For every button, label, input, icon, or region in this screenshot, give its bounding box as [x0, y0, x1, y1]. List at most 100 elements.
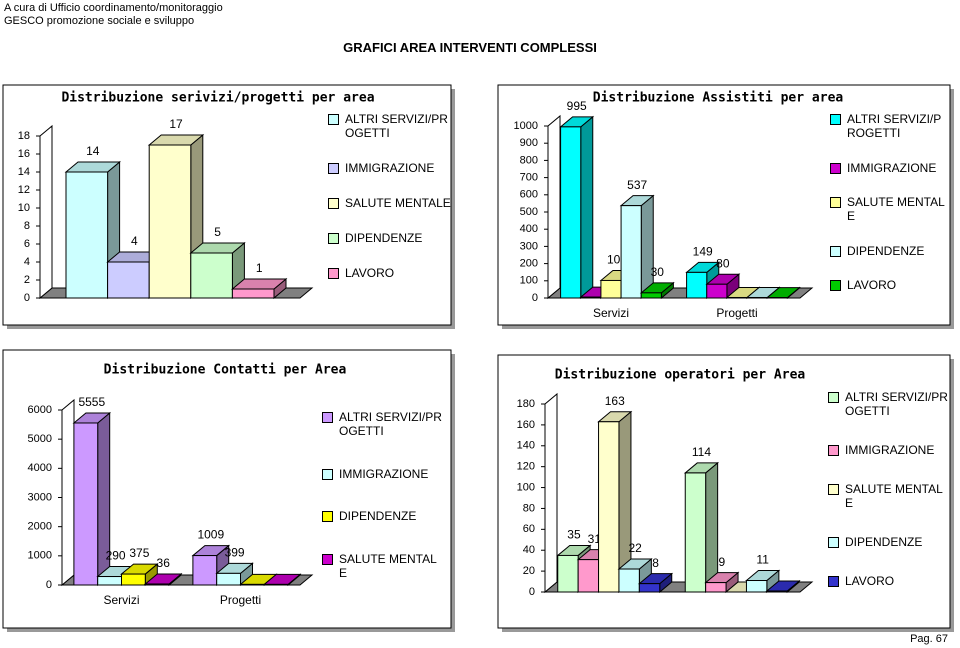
legend-swatch [328, 163, 339, 174]
bar-front [97, 576, 122, 586]
data-label: 114 [692, 445, 711, 459]
legend-item: SALUTE MENTALE [328, 196, 453, 210]
y-tick-label: 100 [517, 481, 535, 493]
legend-item: LAVORO [830, 278, 948, 292]
bar-front [686, 271, 708, 299]
bar [639, 281, 675, 300]
y-tick-label: 800 [520, 154, 538, 166]
y-tick-label: 0 [532, 292, 538, 304]
y-tick-label: 60 [523, 523, 535, 535]
y-tick-label: 10 [18, 202, 30, 214]
legend-item: ALTRI SERVIZI/PROGETTI [328, 112, 453, 140]
back-wall [39, 124, 53, 300]
bar [120, 562, 159, 587]
bar-front [73, 422, 99, 586]
legend-item: ALTRI SERVIZI/PROGETTI [830, 112, 948, 140]
y-tick-label: 160 [517, 419, 535, 431]
y-tick-label: 0 [529, 586, 535, 598]
bar-front [240, 583, 265, 586]
legend-swatch [322, 412, 333, 423]
chart-title: Distribuzione serivizi/progetti per area [61, 91, 374, 106]
legend-label: ALTRI SERVIZI/PROGETTI [845, 390, 948, 418]
legend-item: SALUTE MENTALE [830, 195, 948, 223]
y-tick-label: 900 [520, 137, 538, 149]
legend-item: LAVORO [828, 574, 950, 588]
y-tick-label: 180 [517, 398, 535, 410]
legend-swatch [830, 114, 841, 125]
bar-front [216, 572, 241, 586]
bar-side [640, 194, 654, 300]
bar-front [618, 568, 640, 593]
legend-swatch [328, 233, 339, 244]
legend-item: IMMIGRAZIONE [830, 161, 948, 175]
bar [143, 572, 183, 587]
header-line: GESCO promozione sociale e sviluppo [4, 15, 195, 27]
bar-front [706, 283, 728, 299]
data-label: 22 [628, 541, 642, 555]
data-label: 995 [567, 99, 587, 113]
bar [215, 562, 254, 587]
legend-swatch [828, 445, 839, 456]
y-tick-label: 700 [520, 172, 538, 184]
data-label: 149 [693, 245, 713, 259]
bar-front [107, 261, 150, 299]
bar-front [263, 583, 289, 586]
legend-swatch [328, 268, 339, 279]
data-label: 17 [169, 117, 183, 131]
legend-label: LAVORO [845, 574, 895, 588]
y-tick-label: 14 [18, 166, 30, 178]
legend-label: ALTRI SERVIZI/PROGETTI [339, 410, 442, 438]
data-label: 1009 [197, 528, 224, 542]
bar [559, 115, 595, 300]
category-label: Progetti [220, 593, 261, 607]
bar-front [121, 573, 146, 586]
y-tick-label: 8 [24, 220, 30, 232]
legend-item: SALUTE MENTALE [322, 552, 442, 580]
legend-label: LAVORO [345, 266, 395, 280]
legend-label: DIPENDENZE [345, 231, 423, 245]
data-label: 4 [131, 234, 138, 248]
bar-front [577, 559, 600, 593]
data-label: 290 [106, 549, 126, 563]
legend-label: DIPENDENZE [339, 509, 417, 524]
y-tick-label: 2 [24, 274, 30, 286]
bar-front [638, 583, 661, 593]
y-tick-label: 18 [18, 130, 30, 142]
y-tick-label: 0 [24, 292, 30, 304]
header-line: A cura di Ufficio coordinamento/monitora… [4, 2, 223, 14]
bar-front [600, 279, 622, 299]
back-wall [547, 114, 561, 300]
data-label: 375 [129, 546, 149, 560]
bar-front [144, 583, 170, 586]
legend-label: ALTRI SERVIZI/PROGETTI [345, 112, 448, 140]
back-wall [61, 398, 75, 587]
data-label: 163 [605, 394, 625, 408]
bar [745, 569, 781, 594]
data-label: 80 [716, 256, 730, 270]
legend-item: SALUTE MENTALE [828, 482, 950, 510]
legend-item: DIPENDENZE [830, 244, 948, 258]
legend-swatch [830, 280, 841, 291]
legend: ALTRI SERVIZI/PROGETTI IMMIGRAZIONE DIPEND… [322, 410, 442, 580]
data-label: 14 [86, 144, 100, 158]
data-label: 35 [567, 528, 581, 542]
legend-swatch [828, 576, 839, 587]
legend-label: IMMIGRAZIONE [845, 443, 935, 457]
legend-item: IMMIGRAZIONE [828, 443, 950, 457]
legend-label: SALUTE MENTALE [339, 551, 437, 580]
y-tick-label: 2000 [28, 521, 52, 533]
legend-item: IMMIGRAZIONE [322, 467, 442, 481]
y-tick-label: 40 [523, 544, 535, 556]
legend-swatch [322, 553, 333, 565]
bar-front [65, 171, 109, 299]
bar [72, 411, 112, 587]
y-tick-label: 4 [24, 256, 30, 268]
bar [231, 277, 288, 300]
data-label: 36 [157, 556, 171, 570]
bar-front [190, 252, 233, 299]
bar [619, 194, 655, 300]
y-tick-label: 1000 [28, 550, 52, 562]
bar-front [598, 421, 620, 593]
legend-item: DIPENDENZE [322, 509, 442, 523]
bar-front [148, 144, 192, 299]
